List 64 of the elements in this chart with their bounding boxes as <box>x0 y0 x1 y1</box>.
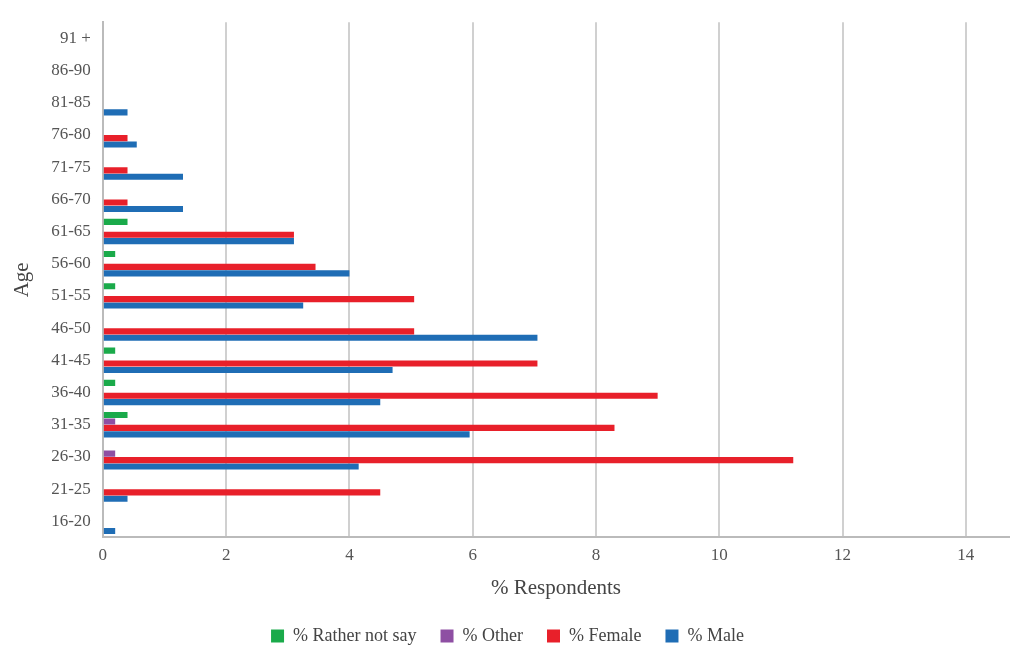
y-tick-label: 41-45 <box>51 349 91 369</box>
bar <box>103 495 128 502</box>
legend-label: % Other <box>462 624 523 645</box>
y-tick-label: 26-30 <box>51 446 91 466</box>
y-tick-label: 71-75 <box>51 156 91 176</box>
y-axis-title: Age <box>9 262 34 298</box>
y-tick-label: 81-85 <box>51 92 91 112</box>
bar <box>103 167 128 174</box>
bar <box>103 173 183 180</box>
bar <box>103 527 116 535</box>
bar <box>103 418 116 425</box>
bar <box>103 411 128 419</box>
y-tick-label: 76-80 <box>51 124 91 144</box>
bar <box>103 379 116 386</box>
bar <box>103 218 128 225</box>
y-tick-label: 86-90 <box>51 59 91 79</box>
bar <box>103 205 183 213</box>
legend-label: % Female <box>569 624 642 645</box>
y-tick-label: 31-35 <box>51 414 91 434</box>
y-tick-label: 21-25 <box>51 478 91 498</box>
bar <box>103 296 415 303</box>
bar <box>103 334 538 341</box>
bar <box>103 238 294 245</box>
x-tick-label: 4 <box>345 545 355 565</box>
x-tick-label: 2 <box>221 545 231 565</box>
x-tick-label: 14 <box>957 545 975 565</box>
bar <box>103 328 415 335</box>
bar <box>103 399 381 406</box>
bar <box>103 366 393 374</box>
y-tick-label: 36-40 <box>51 381 91 401</box>
y-tick-label: 91 + <box>60 27 91 47</box>
x-tick-label: 12 <box>834 545 852 565</box>
bar <box>103 450 116 457</box>
bar <box>103 263 316 270</box>
bar <box>103 457 794 464</box>
bar <box>103 283 116 290</box>
bar <box>103 270 350 277</box>
x-tick-label: 6 <box>468 545 477 565</box>
x-tick-label: 10 <box>710 545 728 565</box>
y-tick-label: 66-70 <box>51 188 91 208</box>
y-tick-label: 46-50 <box>51 317 91 337</box>
y-tick-label: 61-65 <box>51 220 91 240</box>
bar <box>103 347 116 354</box>
bar <box>103 199 128 206</box>
legend-label: % Male <box>687 624 744 645</box>
bar <box>103 302 304 309</box>
bar <box>103 135 128 142</box>
bar <box>103 424 615 431</box>
x-tick-label: 8 <box>591 545 601 565</box>
bar <box>103 250 116 258</box>
bar <box>103 392 658 399</box>
bar <box>103 141 137 148</box>
x-tick-label: 0 <box>98 545 108 565</box>
bar <box>103 431 470 438</box>
bar <box>103 109 128 116</box>
x-axis-title: % Respondents <box>490 574 621 599</box>
bar <box>103 231 294 238</box>
bar <box>103 463 359 470</box>
y-tick-label: 16-20 <box>51 510 91 530</box>
bar <box>103 360 538 367</box>
y-tick-label: 56-60 <box>51 253 91 273</box>
bar <box>103 489 381 496</box>
y-tick-label: 51-55 <box>51 285 91 305</box>
legend-label: % Rather not say <box>293 624 417 645</box>
